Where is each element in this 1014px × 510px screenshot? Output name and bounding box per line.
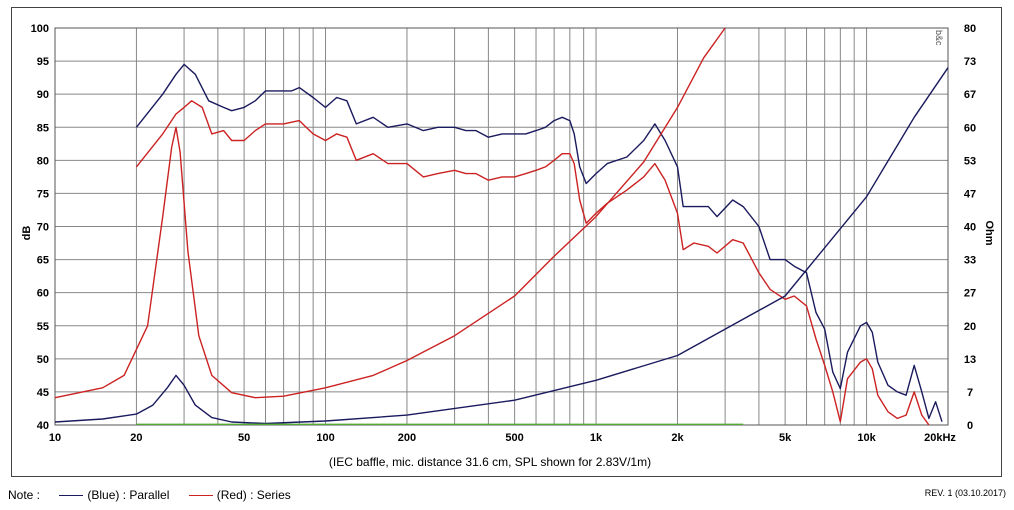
- series-line-impedance-red: [54, 27, 726, 399]
- series-line-spl-blue: [135, 63, 943, 422]
- y-tick-label-left: 50: [37, 354, 49, 366]
- grid: [54, 27, 949, 426]
- y-tick-label-left: 45: [37, 387, 49, 399]
- legend-label-blue: (Blue) : Parallel: [87, 488, 170, 502]
- revision-label: REV. 1 (03.10.2017): [924, 488, 1006, 498]
- tick-labels: 40 45 50 55 60 65 70 75 80 85 90 95 100 0 7 13 20 27 33 40 4…: [31, 23, 976, 444]
- x-tick-label: 5k: [779, 432, 792, 444]
- y-tick-label-right: 13: [964, 354, 976, 366]
- chart-frame: 40 45 50 55 60 65 70 75 80 85 90 95 100 0 7 13 20 27 33 40 4…: [11, 7, 1002, 477]
- y-tick-label-right: 33: [964, 255, 976, 267]
- series-layer: [54, 27, 949, 426]
- legend-note: Note : (Blue) : Parallel (Red) : Series: [8, 488, 291, 502]
- y-tick-label-right: 80: [964, 23, 976, 35]
- x-tick-label: 50: [238, 432, 250, 444]
- y-tick-label-right: 0: [967, 420, 973, 432]
- x-tick-label: 200: [398, 432, 416, 444]
- plot-border: [54, 27, 949, 426]
- chart-caption: (IEC baffle, mic. distance 31.6 cm, SPL …: [329, 455, 651, 469]
- y-tick-label-left: 75: [37, 188, 49, 200]
- watermark-logo: b&c: [934, 30, 944, 46]
- frequency-response-chart: 40 45 50 55 60 65 70 75 80 85 90 95 100 0 7 13 20 27 33 40 4…: [21, 23, 995, 469]
- note-label: Note :: [8, 488, 41, 502]
- y-tick-label-right: 47: [964, 188, 976, 200]
- legend-swatch-blue: [59, 495, 84, 497]
- x-tick-label: 10k: [857, 432, 876, 444]
- y-tick-label-left: 60: [37, 288, 49, 300]
- y-tick-label-left: 90: [37, 89, 49, 101]
- y-tick-label-right: 20: [964, 321, 976, 333]
- y-tick-label-right: 67: [964, 89, 976, 101]
- x-tick-label: 10: [49, 432, 61, 444]
- y-tick-label-right: 60: [964, 122, 976, 134]
- y-tick-label-left: 65: [37, 255, 49, 267]
- x-tick-label: 2k: [671, 432, 684, 444]
- series-line-impedance-blue: [54, 67, 949, 425]
- y-tick-label-right: 53: [964, 155, 976, 167]
- y-tick-label-left: 55: [37, 321, 49, 333]
- y-tick-label-left: 40: [37, 420, 49, 432]
- series-line-spl-red: [135, 100, 930, 426]
- y-tick-label-left: 70: [37, 222, 49, 234]
- legend-label-red: (Red) : Series: [216, 488, 291, 502]
- x-tick-label: 500: [505, 432, 523, 444]
- x-tick-label: 20: [130, 432, 142, 444]
- y-axis-label-right: Ohm: [983, 220, 995, 245]
- y-tick-label-right: 7: [967, 387, 973, 399]
- x-tick-label: 1k: [590, 432, 603, 444]
- y-tick-label-left: 95: [37, 56, 49, 68]
- y-tick-label-left: 100: [31, 23, 49, 35]
- x-tick-label: 100: [316, 432, 334, 444]
- y-tick-label-right: 40: [964, 222, 976, 234]
- y-tick-label-left: 80: [37, 155, 49, 167]
- x-tick-label: 20kHz: [924, 432, 956, 444]
- y-tick-label-right: 27: [964, 288, 976, 300]
- y-tick-label-left: 85: [37, 122, 49, 134]
- legend-swatch-red: [188, 495, 213, 497]
- y-tick-label-right: 73: [964, 56, 976, 68]
- y-axis-label-left: dB: [21, 226, 33, 241]
